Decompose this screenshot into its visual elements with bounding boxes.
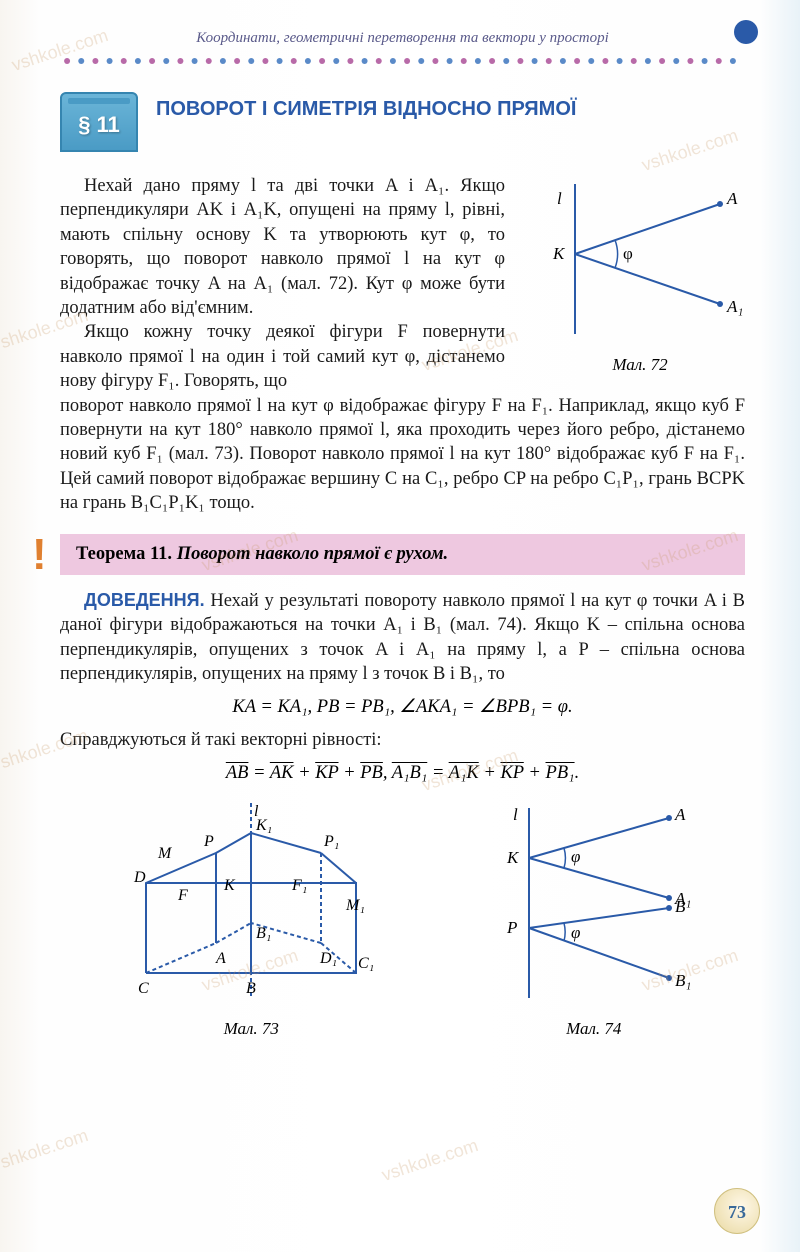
svg-text:A: A xyxy=(215,950,226,967)
theorem-text: Поворот навколо прямої є рухом. xyxy=(177,544,448,564)
svg-text:F₁: F₁ xyxy=(291,877,307,894)
svg-text:A: A xyxy=(726,189,738,208)
svg-text:P₁: P₁ xyxy=(323,833,339,850)
svg-text:φ: φ xyxy=(623,244,633,263)
running-header: Координати, геометричні перетворення та … xyxy=(60,30,745,47)
svg-text:K: K xyxy=(223,877,236,894)
section-number: § 11 xyxy=(78,112,120,137)
watermark: vshkole.com xyxy=(379,1135,481,1186)
svg-text:A: A xyxy=(674,805,686,824)
svg-text:C: C xyxy=(138,980,149,997)
svg-text:φ: φ xyxy=(571,923,580,942)
svg-text:l: l xyxy=(513,805,518,824)
fig73-caption: Мал. 73 xyxy=(96,1019,406,1039)
svg-text:B: B xyxy=(246,980,256,997)
svg-text:A₁: A₁ xyxy=(726,297,743,316)
body-block-1: l K A A₁ φ Мал. 72 Нехай дано пряму l та… xyxy=(60,174,745,516)
section-badge: § 11 xyxy=(60,92,138,152)
svg-text:M₁: M₁ xyxy=(345,897,365,914)
page-number: 73 xyxy=(714,1188,760,1234)
figure-73: l M P K₁ P₁ F K F₁ M₁ C D A B B₁ D₁ C₁ М… xyxy=(96,798,406,1039)
section-heading-row: § 11 ПОВОРОТ І СИМЕТРІЯ ВІДНОСНО ПРЯМОЇ xyxy=(60,92,745,152)
fig74-caption: Мал. 74 xyxy=(479,1019,709,1039)
svg-text:K: K xyxy=(506,848,520,867)
dots-divider xyxy=(60,55,740,67)
svg-text:K₁: K₁ xyxy=(255,817,272,834)
formula-1: KA = KA₁, PB = PB₁, ∠AKA₁ = ∠BPB₁ = φ. xyxy=(60,696,745,718)
figure-72: l K A A₁ φ Мал. 72 xyxy=(535,174,745,375)
svg-text:B₁: B₁ xyxy=(675,971,691,990)
svg-text:D₁: D₁ xyxy=(319,950,337,967)
svg-text:B: B xyxy=(675,897,686,916)
svg-text:B₁: B₁ xyxy=(256,925,271,942)
section-title: ПОВОРОТ І СИМЕТРІЯ ВІДНОСНО ПРЯМОЇ xyxy=(156,92,696,122)
vector-intro: Справджуються й такі векторні рівності: xyxy=(60,728,745,752)
paragraph-1a: Нехай дано пряму l та дві точки A і A₁. … xyxy=(60,174,505,320)
svg-text:F: F xyxy=(177,887,188,904)
bottom-figures-row: l M P K₁ P₁ F K F₁ M₁ C D A B B₁ D₁ C₁ М… xyxy=(60,798,745,1039)
svg-text:D: D xyxy=(133,869,146,886)
fig72-caption: Мал. 72 xyxy=(535,355,745,375)
svg-text:P: P xyxy=(506,918,517,937)
proof-paragraph: ДОВЕДЕННЯ. Нехай у результаті повороту н… xyxy=(60,589,745,687)
proof-label: ДОВЕДЕННЯ. xyxy=(84,590,205,610)
watermark: vshkole.com xyxy=(0,1125,91,1176)
header-corner-dot xyxy=(734,20,758,44)
formula-2: AB = AK + KP + PB, A₁B₁ = A₁K + KP + PB₁… xyxy=(60,763,745,784)
paragraph-1b: Якщо кожну точку деякої фігури F поверну… xyxy=(60,320,505,393)
theorem-label: Теорема 11. xyxy=(76,544,172,564)
svg-text:M: M xyxy=(157,845,173,862)
figure-74: l K P A A₁ B B₁ φ φ Мал. 74 xyxy=(479,798,709,1039)
svg-text:l: l xyxy=(557,189,562,208)
paragraph-1c: поворот навколо прямої l на кут φ відобр… xyxy=(60,394,745,516)
exclamation-icon: ! xyxy=(32,530,47,580)
svg-text:K: K xyxy=(552,244,566,263)
svg-text:P: P xyxy=(203,833,214,850)
svg-text:C₁: C₁ xyxy=(358,955,374,972)
theorem-box: ! Теорема 11. Поворот навколо прямої є р… xyxy=(60,534,745,575)
svg-text:φ: φ xyxy=(571,847,580,866)
